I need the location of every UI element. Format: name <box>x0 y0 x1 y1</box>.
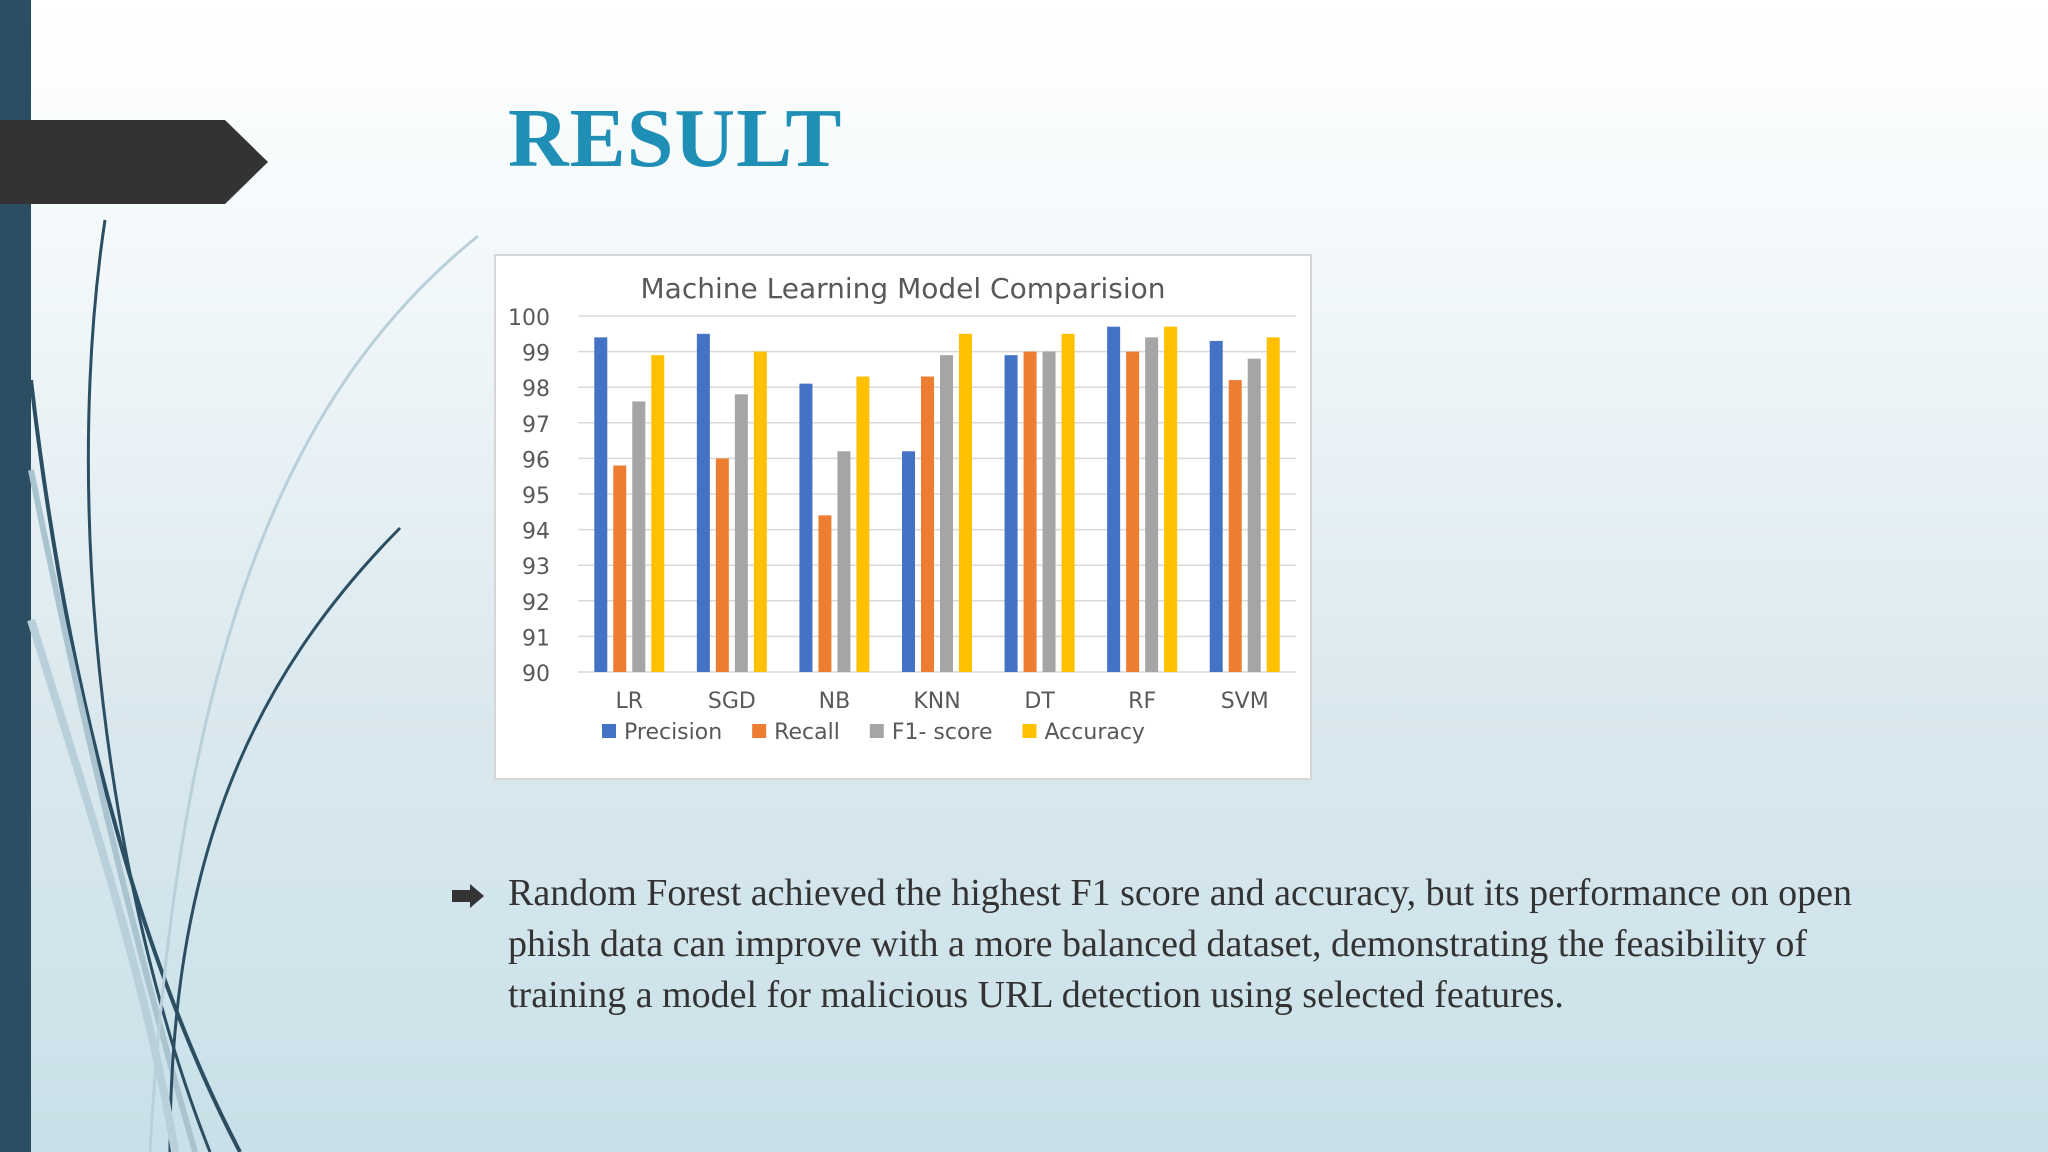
x-tick-label: SGD <box>708 689 756 714</box>
y-tick-label: 92 <box>522 591 550 616</box>
y-tick-label: 91 <box>522 626 550 651</box>
bar-recall-rf <box>1126 351 1140 672</box>
bullet-text: Random Forest achieved the highest F1 sc… <box>508 872 1852 1016</box>
x-tick-label: DT <box>1024 689 1055 714</box>
slide-title: RESULT <box>508 92 843 185</box>
bar-precision-svm <box>1209 340 1223 672</box>
bar-accuracy-lr <box>651 355 665 672</box>
bar-recall-nb <box>818 515 832 672</box>
bar-precision-lr <box>594 337 608 672</box>
legend-swatch <box>602 724 616 738</box>
bar-precision-knn <box>902 451 915 672</box>
x-tick-label: NB <box>819 689 851 714</box>
bar-recall-dt <box>1023 351 1037 672</box>
y-tick-label: 96 <box>522 448 550 473</box>
bar-accuracy-sgd <box>753 351 767 672</box>
bar-precision-dt <box>1004 355 1018 672</box>
legend-swatch <box>869 724 884 738</box>
bar-f1-score-knn <box>940 355 953 672</box>
bar-chart: Machine Learning Model Comparision 90 91 92… <box>508 272 1296 745</box>
y-tick-label: 99 <box>522 342 550 367</box>
y-tick-label: 90 <box>522 662 550 687</box>
bar-recall-svm <box>1228 380 1242 672</box>
y-tick-label: 100 <box>508 306 550 331</box>
x-tick-label: SVM <box>1221 689 1269 714</box>
bar-accuracy-nb <box>856 376 870 672</box>
bar-accuracy-svm <box>1266 337 1280 672</box>
bar-accuracy-knn <box>959 333 972 672</box>
chart-title: Machine Learning Model Comparision <box>641 272 1166 305</box>
bar-accuracy-rf <box>1164 326 1178 672</box>
bar-recall-sgd <box>715 458 729 672</box>
y-tick-label: 97 <box>522 413 550 438</box>
bar-precision-nb <box>799 383 813 672</box>
bar-accuracy-dt <box>1061 333 1075 672</box>
bar-f1-score-svm <box>1247 358 1261 672</box>
y-tick-label: 98 <box>522 377 550 402</box>
legend-label: Precision <box>624 720 722 745</box>
bar-f1-score-dt <box>1042 351 1056 672</box>
legend-swatch <box>752 724 767 738</box>
y-tick-label: 95 <box>522 484 550 509</box>
legend-swatch <box>1022 724 1037 738</box>
y-tick-label: 93 <box>522 555 550 580</box>
x-tick-label: RF <box>1128 689 1156 714</box>
bar-f1-score-nb <box>837 451 851 672</box>
bar-recall-knn <box>921 376 934 672</box>
x-tick-label: LR <box>616 689 644 714</box>
bar-precision-rf <box>1107 326 1121 672</box>
bar-precision-sgd <box>696 333 710 672</box>
chart-container: Machine Learning Model Comparision 90 91 92… <box>494 254 1312 780</box>
legend-label: F1- score <box>892 720 993 745</box>
title-arrow-shape <box>0 120 268 204</box>
bar-f1-score-lr <box>632 401 646 672</box>
bar-f1-score-rf <box>1145 337 1159 672</box>
y-tick-label: 94 <box>522 520 550 545</box>
bar-f1-score-sgd <box>734 394 748 672</box>
legend-label: Accuracy <box>1045 720 1145 745</box>
x-tick-label: KNN <box>913 689 960 714</box>
arrow-bullet-icon <box>452 884 484 908</box>
bar-recall-lr <box>613 465 627 672</box>
legend-label: Recall <box>774 720 840 745</box>
